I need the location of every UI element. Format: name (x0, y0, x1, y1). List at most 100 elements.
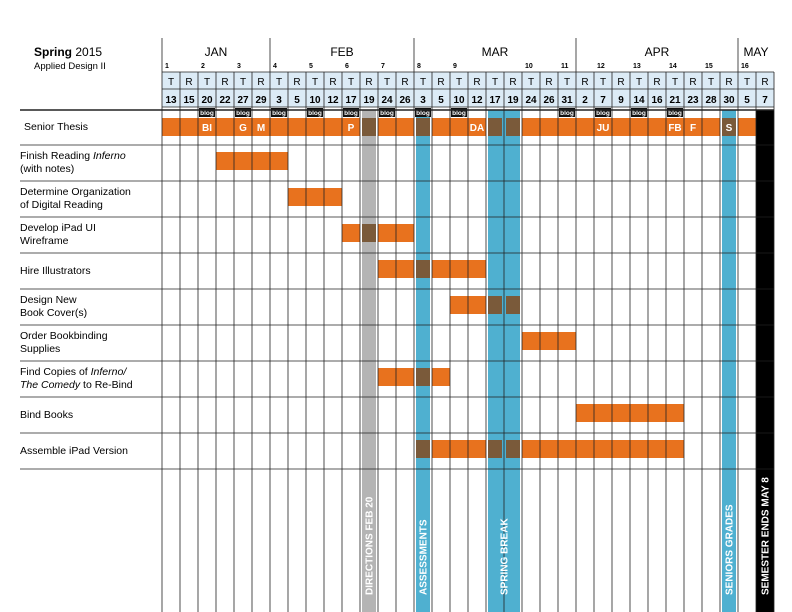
date-label: 14 (633, 95, 645, 106)
task-label-part: Supplies (20, 343, 61, 355)
weekday-label: T (204, 77, 210, 88)
task-bar-segment (506, 440, 520, 458)
task-bar-segment (488, 296, 502, 314)
milestone-label: G (239, 123, 247, 134)
event-label: SENIORS GRADES (725, 504, 736, 595)
task-bar-segment (558, 440, 576, 458)
task-bar-segment (198, 118, 216, 136)
date-label: 15 (183, 95, 195, 106)
weekday-label: T (276, 77, 282, 88)
task-bar-segment (216, 152, 234, 170)
blog-tag (559, 108, 575, 117)
blog-tag-label: blog (632, 110, 646, 117)
date-label: 5 (294, 95, 300, 106)
task-bar-segment (416, 440, 430, 458)
date-label: 19 (507, 95, 519, 106)
date-label: 7 (600, 95, 606, 106)
week-number: 5 (309, 63, 313, 70)
task-bar-segment (630, 440, 648, 458)
task-bar-segment (180, 118, 198, 136)
blog-tag-label: blog (236, 110, 250, 117)
task-label: Develop iPad UI Wireframe (20, 222, 165, 248)
task-bar-segment (324, 188, 342, 206)
blog-tag-label: blog (452, 110, 466, 117)
month-label: JAN (205, 45, 228, 59)
weekday-label: T (456, 77, 462, 88)
task-bar-segment (648, 118, 666, 136)
date-label: 26 (399, 95, 411, 106)
task-label-part: of Digital Reading (20, 199, 103, 211)
week-number: 4 (273, 63, 277, 70)
date-label: 22 (219, 95, 231, 106)
date-label: 30 (723, 95, 735, 106)
chart-subtitle: Applied Design II (34, 61, 106, 72)
task-bar-segment (702, 118, 720, 136)
task-bar-segment (378, 260, 396, 278)
task-bar-segment (612, 118, 630, 136)
task-bar-segment (216, 118, 234, 136)
task-bar-segment (450, 296, 468, 314)
blog-tag (235, 108, 251, 117)
task-bar-segment (594, 118, 612, 136)
weekday-label: T (420, 77, 426, 88)
milestone-label: JU (597, 123, 610, 134)
task-bar-segment (396, 224, 414, 242)
blog-tag-label: blog (308, 110, 322, 117)
blog-tag (379, 108, 395, 117)
task-label-part: (with notes) (20, 163, 75, 175)
task-bar-segment (416, 260, 430, 278)
task-bar-segment (612, 404, 630, 422)
weekday-label: T (564, 77, 570, 88)
weekday-label: T (672, 77, 678, 88)
week-number: 13 (633, 63, 641, 70)
week-number: 9 (453, 63, 457, 70)
task-bar-segment (522, 118, 540, 136)
blog-tag-label: blog (416, 110, 430, 117)
weekday-label: T (348, 77, 354, 88)
task-bar-segment (558, 332, 576, 350)
title-year: 2015 (75, 45, 103, 59)
task-bar-segment (506, 118, 520, 136)
task-label: Order Bookbinding Supplies (20, 330, 165, 356)
week-number: 7 (381, 63, 385, 70)
date-label: 19 (363, 95, 375, 106)
task-bar-segment (684, 118, 702, 136)
date-label: 12 (471, 95, 483, 106)
task-bar-segment (362, 118, 376, 136)
month-label: FEB (330, 45, 353, 59)
date-label: 3 (276, 95, 282, 106)
weekday-label: R (221, 77, 228, 88)
date-label: 21 (669, 95, 681, 106)
task-bar-segment (378, 224, 396, 242)
task-label: Finish Reading Inferno (with notes) (20, 150, 165, 176)
date-label: 10 (309, 95, 321, 106)
weekday-label: R (257, 77, 264, 88)
week-number: 14 (669, 63, 677, 70)
week-number: 15 (705, 63, 713, 70)
task-label: Bind Books (20, 409, 165, 422)
task-label-part: The Comedy (20, 379, 81, 391)
milestone-label: P (348, 123, 355, 134)
date-label: 17 (345, 95, 357, 106)
task-bar-segment (432, 260, 450, 278)
weekday-label: T (528, 77, 534, 88)
task-bar-segment (450, 260, 468, 278)
task-label-part: Assemble iPad Version (20, 444, 128, 457)
date-label: 31 (561, 95, 573, 106)
week-number: 6 (345, 63, 349, 70)
task-bar-segment (270, 118, 288, 136)
weekday-label: T (168, 77, 174, 88)
task-label-part: Bind Books (20, 408, 74, 421)
week-number: 12 (597, 63, 605, 70)
blog-tag-label: blog (380, 110, 394, 117)
task-bar-segment (416, 118, 430, 136)
task-bar-segment (288, 118, 306, 136)
week-number: 16 (741, 63, 749, 70)
date-label: 7 (762, 95, 768, 106)
weekday-label: R (401, 77, 408, 88)
blog-tag-label: blog (560, 110, 574, 117)
weekday-label: R (545, 77, 552, 88)
task-label-part: Develop iPad UI (20, 222, 96, 234)
task-bar-segment (666, 404, 684, 422)
